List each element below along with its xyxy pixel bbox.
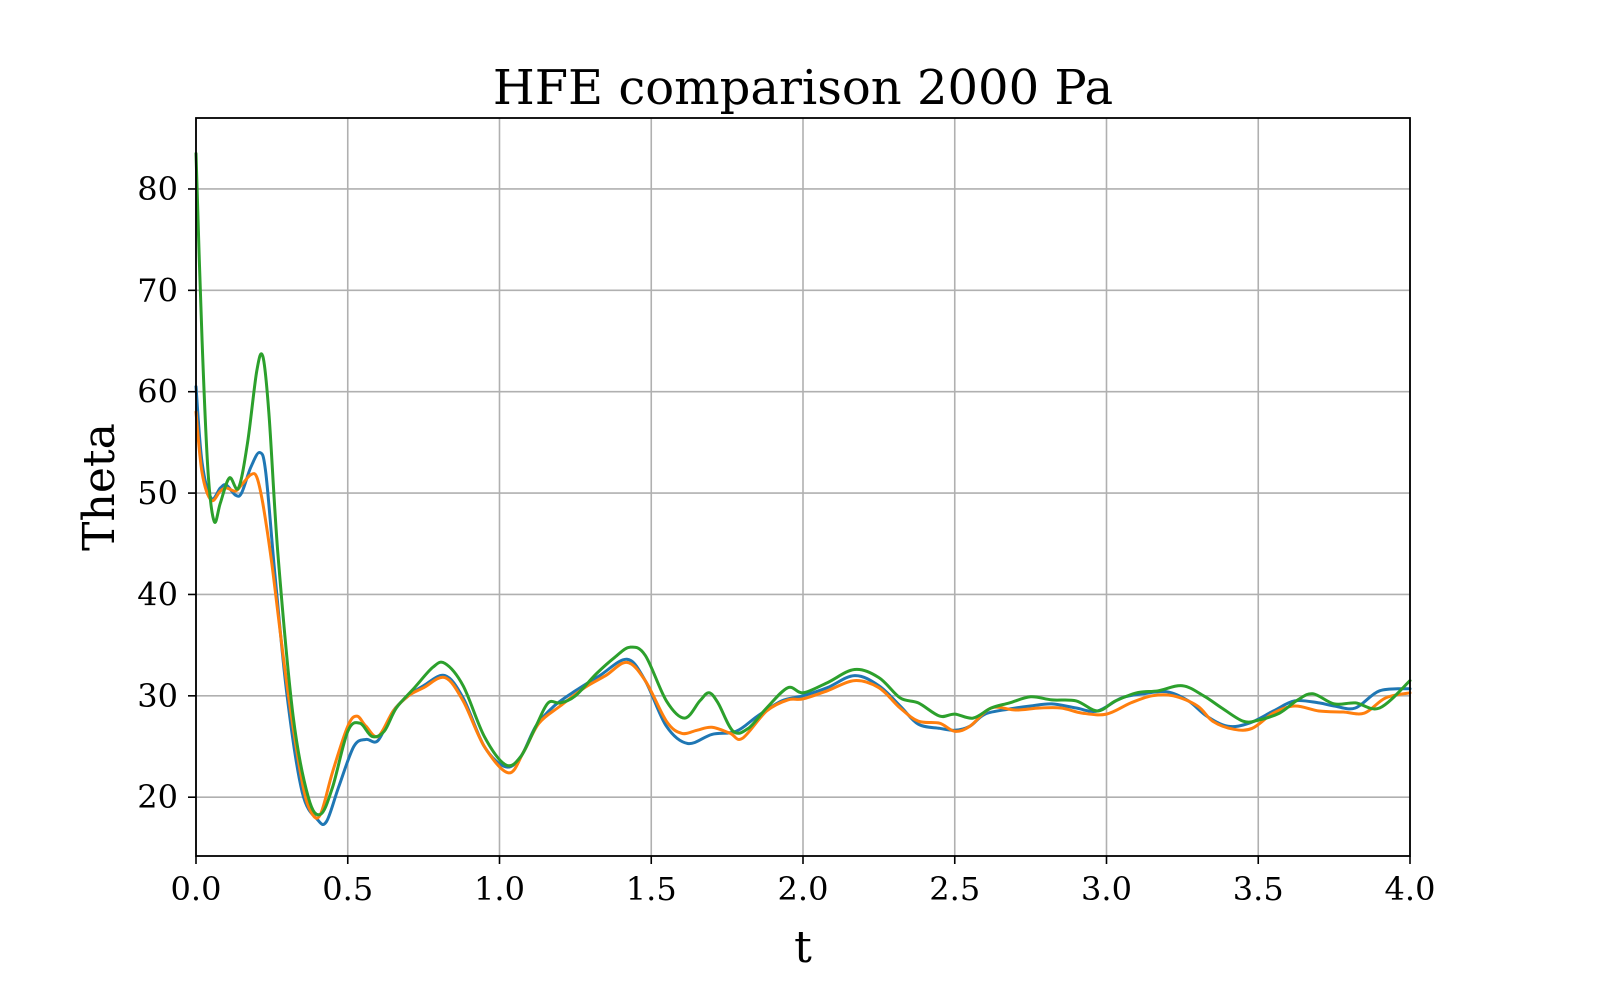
y-tick-label: 20	[137, 778, 178, 816]
series-group	[194, 152, 1412, 827]
x-tick-label: 3.0	[1081, 870, 1132, 908]
gridlines	[195, 118, 1411, 856]
x-tick-label: 1.5	[626, 870, 677, 908]
x-tick-label: 3.5	[1233, 870, 1284, 908]
chart-title: HFE comparison 2000 Pa	[493, 60, 1113, 116]
x-tick-label: 4.0	[1385, 870, 1436, 908]
plot-area: 0.0 0.5 1.0 1.5 2.0 2.5 3.0 3.5 4.0 20 30 40 50 60 70 8…	[137, 117, 1435, 908]
x-tick-label: 0.5	[322, 870, 373, 908]
series-line-2	[194, 410, 1412, 820]
x-tick-label: 2.5	[929, 870, 980, 908]
x-axis-label: t	[794, 922, 812, 973]
y-tick-label: 60	[137, 373, 178, 411]
y-tick-label: 40	[137, 575, 178, 613]
y-tick-label: 80	[137, 170, 178, 208]
x-tick-label: 1.0	[474, 870, 525, 908]
y-tick-label: 70	[137, 271, 178, 309]
y-tick-label: 50	[137, 474, 178, 512]
x-tick-label: 0.0	[171, 870, 222, 908]
axis-ticks: 0.0 0.5 1.0 1.5 2.0 2.5 3.0 3.5 4.0 20 30 40 50 60 70 8…	[137, 170, 1435, 908]
series-line-3	[194, 152, 1412, 817]
y-axis-label: Theta	[74, 423, 125, 551]
x-tick-label: 2.0	[778, 870, 829, 908]
y-tick-label: 30	[137, 677, 178, 715]
